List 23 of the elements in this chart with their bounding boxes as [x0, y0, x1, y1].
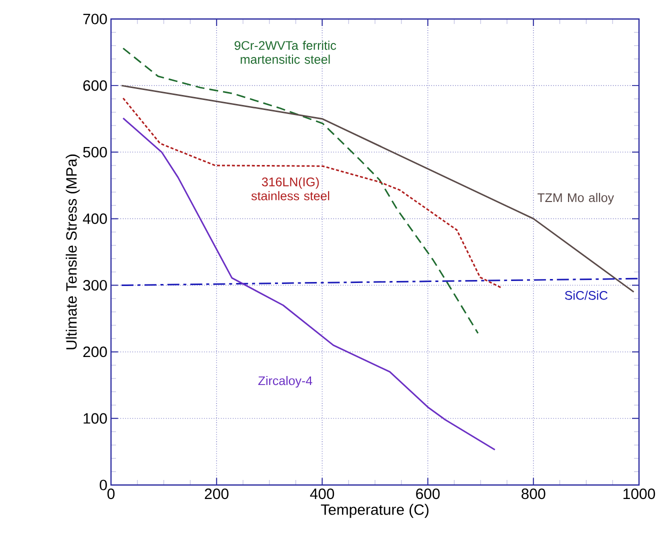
x-axis-title: Temperature (C) — [320, 504, 428, 518]
x-tick-label: 200 — [204, 488, 228, 500]
x-tick-label: 600 — [416, 488, 440, 500]
series-label: TZM Mo alloy — [538, 192, 614, 205]
line-series — [122, 117, 496, 450]
text: Zircaloy-4 — [258, 376, 312, 388]
y-tick-label: 300 — [83, 280, 107, 291]
y-tick-label: 100 — [84, 413, 107, 424]
series-label: 316LN(IG) stainless steel — [251, 177, 330, 200]
y-tick-label: 0 — [100, 480, 107, 490]
x-tick-label: 400 — [310, 488, 334, 500]
y-tick-label: 700 — [83, 14, 107, 24]
x-tick-label: 800 — [522, 488, 546, 500]
y-axis-title: Ultimate Tensile Stress (MPa) — [66, 154, 80, 350]
y-tick-label: 500 — [83, 146, 107, 158]
y-tick-label: 600 — [83, 80, 107, 91]
y-tick-label: 200 — [83, 346, 107, 358]
line-series — [122, 97, 502, 289]
series-label: SiC/SiC — [564, 290, 608, 300]
x-tick-label: 0 — [107, 488, 115, 500]
text: 9Cr-2WVTa ferritic martensitic steel — [234, 40, 336, 64]
x-tick-label: 1000 — [624, 488, 656, 500]
y-tick-label: 400 — [82, 213, 107, 224]
